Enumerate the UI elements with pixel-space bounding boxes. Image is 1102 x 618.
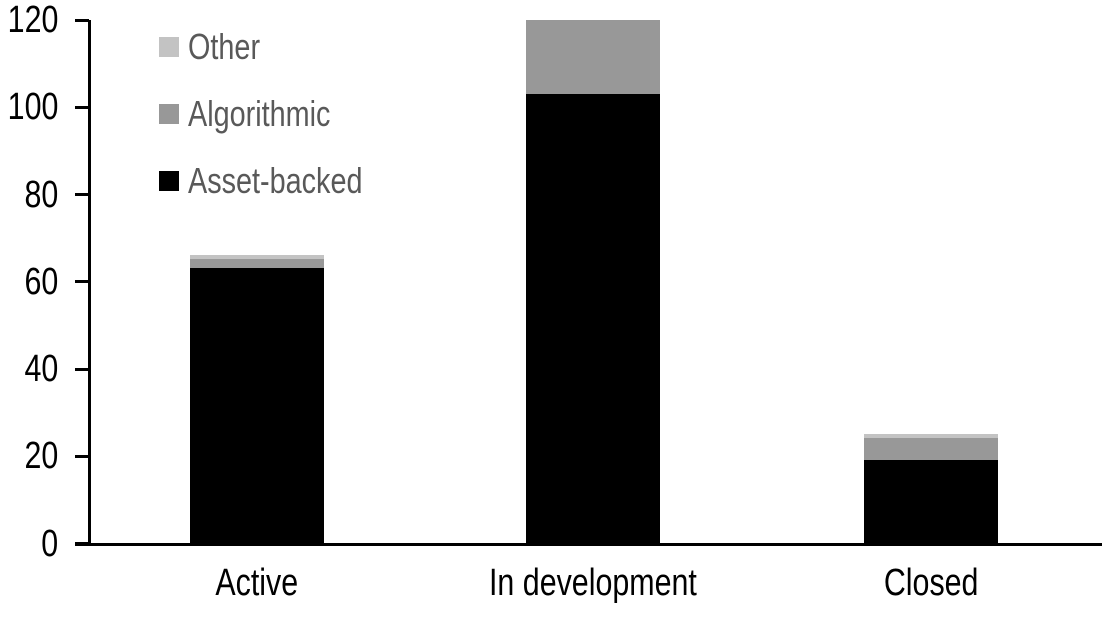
bar-segment-asset-backed <box>190 268 324 543</box>
bar-closed <box>864 433 998 543</box>
bar-segment-algorithmic <box>864 438 998 461</box>
bar-segment-asset-backed <box>864 460 998 543</box>
y-axis-tick-label: 100 <box>7 86 58 129</box>
legend-swatch-asset-backed <box>159 171 179 191</box>
y-axis-tick-label: 80 <box>24 173 58 216</box>
y-axis-tick-mark <box>75 454 89 458</box>
legend-label-asset-backed: Asset-backed <box>188 160 363 201</box>
legend-label-other: Other <box>188 26 261 67</box>
y-axis-tick-label: 20 <box>24 435 58 478</box>
y-axis-tick-mark <box>75 367 89 371</box>
bar-active <box>190 255 324 543</box>
bar-in-development <box>526 19 660 543</box>
bar-segment-other <box>864 433 998 439</box>
legend-label-algorithmic: Algorithmic <box>188 93 331 134</box>
y-axis-tick-label: 0 <box>41 522 58 565</box>
y-axis-tick-mark <box>75 193 89 196</box>
legend-item-algorithmic: Algorithmic <box>159 96 366 132</box>
x-axis-line <box>75 543 1102 546</box>
y-axis-tick-mark <box>75 18 89 22</box>
legend-item-asset-backed: Asset-backed <box>159 163 406 199</box>
x-axis-label-active: Active <box>215 562 299 604</box>
y-axis-line <box>88 20 91 546</box>
y-axis-tick-mark <box>75 105 89 109</box>
y-axis-tick-label: 120 <box>7 0 58 41</box>
y-axis-tick-mark <box>75 280 89 284</box>
x-axis-label-in-development: In development <box>489 562 697 604</box>
y-axis-tick-label: 40 <box>24 348 58 390</box>
y-axis-tick-label: 60 <box>24 260 58 303</box>
bar-segment-asset-backed <box>526 93 660 543</box>
bar-segment-algorithmic <box>190 259 324 269</box>
bar-segment-other <box>190 255 324 260</box>
bar-segment-algorithmic <box>526 19 660 94</box>
y-axis-tick-mark <box>75 542 89 545</box>
legend-swatch-algorithmic <box>159 104 179 124</box>
x-axis-label-closed: Closed <box>883 562 979 604</box>
legend-swatch-other <box>159 37 179 57</box>
legend-item-other: Other <box>159 29 278 65</box>
